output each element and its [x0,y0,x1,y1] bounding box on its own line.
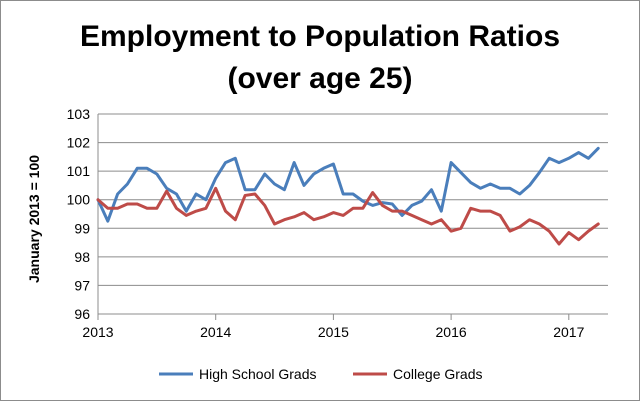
y-tick-labels: 96 97 98 99 100 101 102 103 [67,106,91,322]
x-tick-label-2014: 2014 [200,324,231,340]
y-tick-label-98: 98 [74,249,90,265]
y-tick-label-102: 102 [67,135,91,151]
legend: High School Grads College Grads [159,366,483,382]
legend-label-high-school-grads: High School Grads [199,366,317,382]
y-tick-label-100: 100 [67,192,91,208]
gridlines [98,113,608,286]
x-tick-label-2016: 2016 [436,324,467,340]
chart-title-line-2: (over age 25) [227,62,412,95]
x-tick-label-2017: 2017 [553,324,584,340]
y-tick-label-101: 101 [67,163,91,179]
series-line-high-school-grads [96,146,600,223]
y-axis-label: January 2013 = 100 [26,155,42,283]
y-tick-label-99: 99 [74,220,90,236]
x-tick-labels: 2013 2014 2015 2016 2017 [82,324,584,340]
axes [97,114,608,320]
series-lines [96,146,600,246]
legend-label-college-grads: College Grads [393,366,483,382]
y-tick-label-97: 97 [74,277,90,293]
y-tick-label-103: 103 [67,106,91,122]
x-tick-label-2013: 2013 [82,324,113,340]
x-tick-label-2015: 2015 [318,324,349,340]
chart-title-line-1: Employment to Population Ratios [80,20,560,53]
y-tick-label-96: 96 [74,306,90,322]
series-line-college-grads [96,186,600,246]
